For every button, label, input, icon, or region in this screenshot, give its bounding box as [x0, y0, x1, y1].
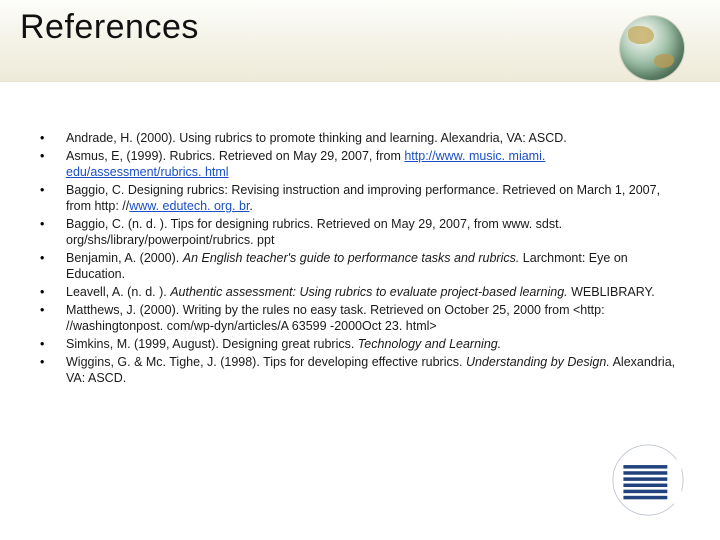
reference-text: Leavell, A. (n. d. ). Authentic assessme…	[66, 284, 680, 300]
reference-link[interactable]: http://www. music. miami. edu/assessment…	[66, 149, 545, 179]
reference-title-italic: An English teacher's guide to performanc…	[183, 251, 520, 265]
bullet-icon: •	[40, 216, 66, 248]
reference-text: Wiggins, G. & Mc. Tighe, J. (1998). Tips…	[66, 354, 680, 386]
reference-text: Baggio, C. Designing rubrics: Revising i…	[66, 182, 680, 214]
content-area: •Andrade, H. (2000). Using rubrics to pr…	[0, 82, 720, 386]
bullet-icon: •	[40, 148, 66, 180]
reference-text: Simkins, M. (1999, August). Designing gr…	[66, 336, 680, 352]
bullet-icon: •	[40, 336, 66, 352]
reference-item: •Wiggins, G. & Mc. Tighe, J. (1998). Tip…	[40, 354, 680, 386]
bullet-icon: •	[40, 354, 66, 386]
reference-item: •Baggio, C. (n. d. ). Tips for designing…	[40, 216, 680, 248]
slide-header: References	[0, 0, 720, 82]
bullet-icon: •	[40, 182, 66, 214]
reference-text: Benjamin, A. (2000). An English teacher'…	[66, 250, 680, 282]
globe-icon	[620, 16, 684, 80]
reference-title-italic: Authentic assessment: Using rubrics to e…	[170, 285, 567, 299]
reference-item: •Baggio, C. Designing rubrics: Revising …	[40, 182, 680, 214]
reference-item: •Andrade, H. (2000). Using rubrics to pr…	[40, 130, 680, 146]
reference-item: •Simkins, M. (1999, August). Designing g…	[40, 336, 680, 352]
reference-link[interactable]: www. edutech. org. br	[129, 199, 249, 213]
bullet-icon: •	[40, 284, 66, 300]
reference-item: •Leavell, A. (n. d. ). Authentic assessm…	[40, 284, 680, 300]
page-title: References	[20, 8, 700, 47]
institution-logo-icon	[604, 444, 692, 516]
reference-text: Asmus, E, (1999). Rubrics. Retrieved on …	[66, 148, 680, 180]
reference-title-italic: Understanding by Design.	[466, 355, 610, 369]
reference-list: •Andrade, H. (2000). Using rubrics to pr…	[40, 130, 680, 386]
reference-item: •Benjamin, A. (2000). An English teacher…	[40, 250, 680, 282]
reference-text: Andrade, H. (2000). Using rubrics to pro…	[66, 130, 680, 146]
reference-item: •Asmus, E, (1999). Rubrics. Retrieved on…	[40, 148, 680, 180]
reference-item: •Matthews, J. (2000). Writing by the rul…	[40, 302, 680, 334]
bullet-icon: •	[40, 302, 66, 334]
bullet-icon: •	[40, 130, 66, 146]
reference-text: Baggio, C. (n. d. ). Tips for designing …	[66, 216, 680, 248]
bullet-icon: •	[40, 250, 66, 282]
reference-text: Matthews, J. (2000). Writing by the rule…	[66, 302, 680, 334]
reference-title-italic: Technology and Learning.	[358, 337, 501, 351]
